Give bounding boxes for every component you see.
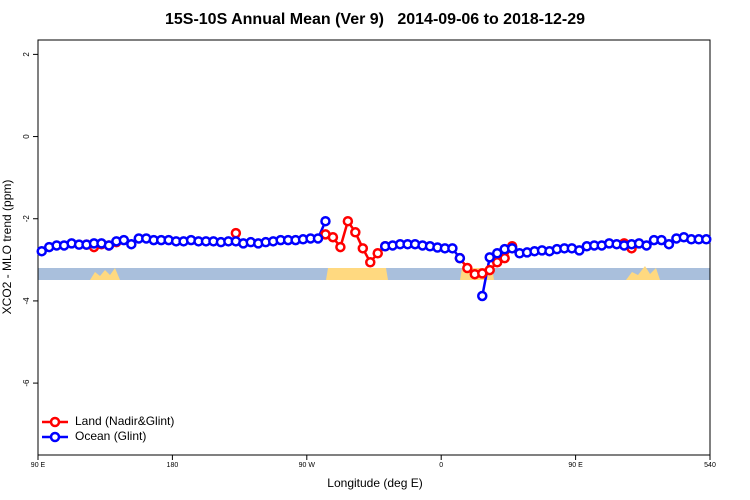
point xyxy=(477,290,488,302)
point xyxy=(656,234,667,246)
point xyxy=(118,234,130,246)
x-tick-label: 90 E xyxy=(31,462,46,469)
point xyxy=(454,252,466,264)
point xyxy=(574,245,585,256)
legend-label: Land (Nadir&Glint) xyxy=(75,414,174,428)
point xyxy=(312,233,324,244)
point xyxy=(701,234,712,245)
point xyxy=(327,231,339,243)
legend-label: Ocean (Glint) xyxy=(75,429,146,443)
point xyxy=(663,238,675,250)
point xyxy=(484,252,495,263)
legend: Land (Nadir&Glint)Ocean (Glint) xyxy=(42,414,174,443)
chart-title: 15S-10S Annual Mean (Ver 9) 2014-09-06 t… xyxy=(165,11,585,28)
point xyxy=(491,248,503,259)
land-band xyxy=(90,268,120,280)
x-tick-label: 0 xyxy=(439,462,443,469)
legend-marker xyxy=(49,431,61,443)
plot-frame xyxy=(37,39,711,456)
point xyxy=(320,215,331,227)
point xyxy=(462,262,473,274)
y-axis-label: XCO2 - MLO trend (ppm) xyxy=(0,180,14,315)
y-tick-label: -4 xyxy=(22,297,31,305)
y-tick-label: 0 xyxy=(22,134,31,139)
land-band xyxy=(326,268,388,280)
point xyxy=(357,243,369,254)
point xyxy=(484,264,495,276)
x-tick-label: 90 E xyxy=(568,462,583,469)
legend-marker xyxy=(49,416,61,428)
point xyxy=(447,243,458,254)
point xyxy=(230,227,242,239)
point xyxy=(365,257,376,268)
point xyxy=(36,245,47,257)
y-tick-label: -6 xyxy=(22,379,31,387)
point xyxy=(372,248,383,259)
point xyxy=(641,240,652,251)
point xyxy=(335,241,346,253)
point xyxy=(350,227,361,238)
point xyxy=(506,243,518,254)
x-tick-label: 540 xyxy=(704,462,716,469)
x-tick-label: 90 W xyxy=(299,462,316,469)
y-tick-label: 2 xyxy=(22,52,31,57)
point xyxy=(126,238,137,250)
x-tick-label: 180 xyxy=(167,462,179,469)
x-axis-label: Longitude (deg E) xyxy=(327,476,422,490)
y-tick-label: -2 xyxy=(22,215,31,223)
point xyxy=(342,215,354,227)
point xyxy=(103,240,115,251)
land-band xyxy=(626,266,660,280)
